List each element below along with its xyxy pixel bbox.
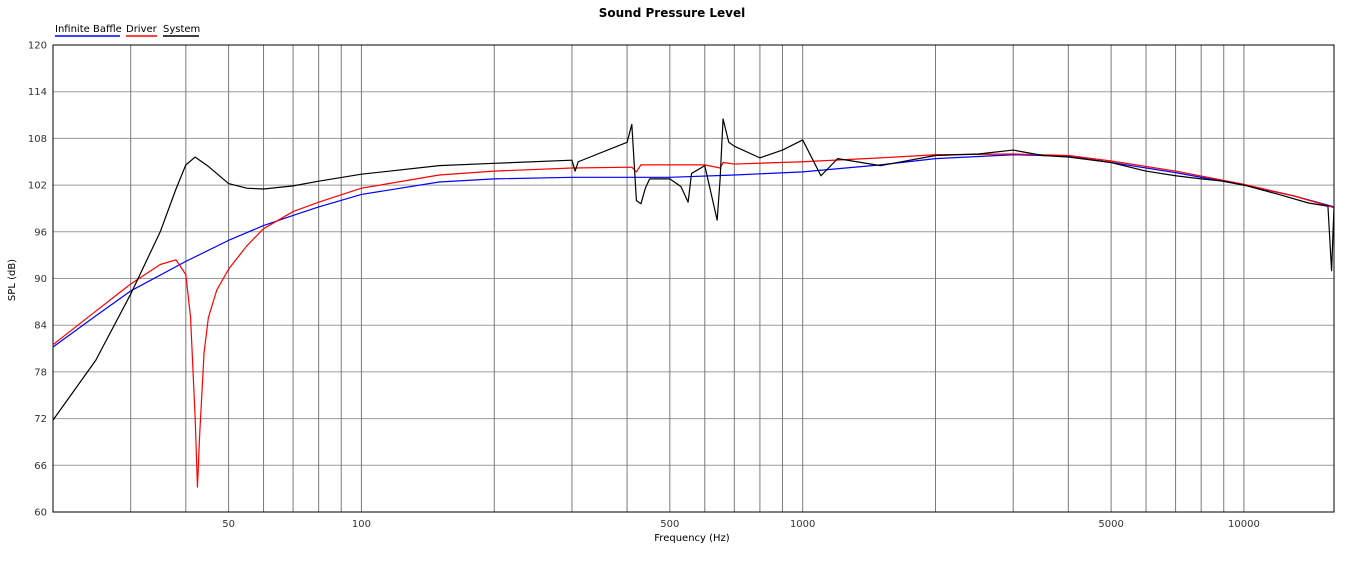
x-tick-label: 500 [660,519,679,530]
x-tick-label: 10000 [1228,519,1260,530]
x-tick-label: 5000 [1098,519,1123,530]
y-tick-label: 120 [28,41,47,52]
x-tick-label: 1000 [790,519,815,530]
x-axis-label: Frequency (Hz) [654,533,730,544]
y-tick-label: 84 [34,321,47,332]
y-tick-label: 96 [34,227,47,238]
legend-label-system: System [163,24,200,35]
y-tick-label: 114 [28,87,47,98]
x-tick-label: 50 [222,519,235,530]
plot-frame [52,44,1335,513]
x-axis-ticks: 50 100 500 1000 5000 10000 [222,519,1260,530]
y-tick-label: 108 [28,134,47,145]
y-axis-ticks: 60 66 72 78 84 90 96 102 108 114 120 [28,41,47,519]
legend-label-driver: Driver [126,24,158,35]
y-tick-label: 78 [34,367,47,378]
y-axis-label: SPL (dB) [7,259,18,301]
y-tick-label: 72 [34,414,47,425]
series-line-system [52,118,1335,421]
series-lines [52,118,1335,488]
grid [53,44,1334,513]
series-line-driver [52,153,1335,488]
legend: Infinite Baffle Driver System [55,24,200,37]
y-tick-label: 90 [34,274,47,285]
y-tick-label: 66 [34,461,47,472]
chart-title: Sound Pressure Level [599,6,746,20]
x-tick-label: 100 [352,519,371,530]
y-tick-label: 60 [34,508,47,519]
y-tick-label: 102 [28,181,47,192]
series-line-infinite-baffle [52,154,1335,348]
legend-label-infinite-baffle: Infinite Baffle [55,24,122,35]
